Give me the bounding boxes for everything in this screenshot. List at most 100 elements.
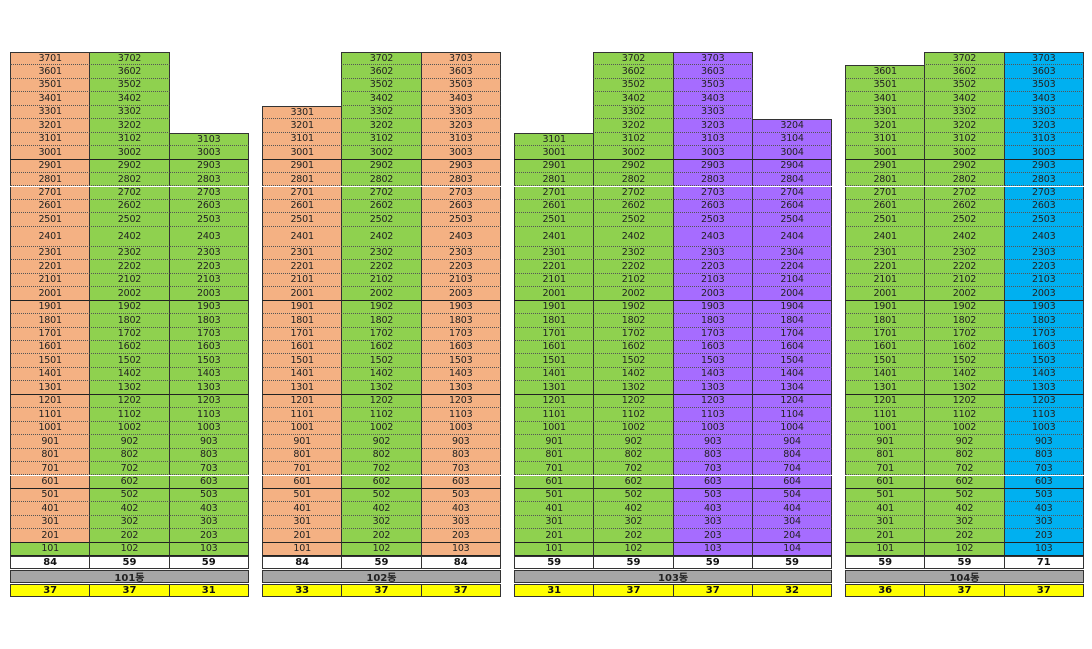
unit-cell: 3601 [845,65,926,79]
unit-cell: 303 [672,515,753,530]
unit-cell: 2103 [168,273,249,288]
unit-cell: 3003 [1003,146,1084,160]
unit-cell: 2802 [89,173,170,187]
unit-cell: 403 [1003,502,1084,516]
unit-cell: 601 [514,475,595,489]
unit-cell: 1002 [89,421,170,436]
unit-cell: 3202 [89,119,170,133]
unit-cell: 1602 [924,341,1005,355]
unit-cell: 802 [89,448,170,463]
unit-size-label: 59 [593,556,674,570]
unit-cell: 3702 [89,52,170,66]
unit-cell: 701 [262,462,343,476]
unit-cell: 1102 [341,408,422,422]
unit-cell: 3301 [262,105,343,120]
unit-cell: 3602 [924,65,1005,79]
unit-cell: 602 [924,475,1005,489]
unit-cell: 1801 [514,314,595,328]
unit-cell: 2302 [593,246,674,261]
unit-cell: 1302 [924,381,1005,395]
unit-cell: 502 [341,488,422,503]
unit-cell: 1101 [845,408,926,422]
unit-cell: 1003 [168,421,249,436]
unit-cell: 2901 [262,159,343,174]
unit-cell: 1503 [420,354,501,368]
unit-cell: 2401 [845,226,926,247]
unit-cell: 803 [168,448,249,463]
unit-cell: 1502 [924,354,1005,368]
unit-count-label: 36 [845,584,926,598]
unit-cell: 2302 [89,246,170,261]
unit-cell: 1001 [262,421,343,436]
unit-cell: 2401 [10,226,91,247]
unit-cell: 203 [1003,529,1084,543]
unit-cell: 3402 [924,92,1005,106]
unit-cell: 2701 [514,186,595,200]
unit-cell: 604 [751,475,833,489]
unit-cell: 1301 [262,381,343,395]
unit-cell: 401 [845,502,926,516]
unit-cell: 1903 [672,300,753,315]
unit-cell: 603 [1003,475,1084,489]
unit-cell: 2704 [751,186,833,200]
unit-cell: 2803 [168,173,249,187]
unit-cell: 301 [514,515,595,530]
unit-cell: 1601 [514,341,595,355]
unit-cell: 203 [672,529,753,543]
unit-cell: 3201 [262,119,343,133]
unit-cell: 3303 [420,105,501,120]
unit-cell: 2803 [420,173,501,187]
unit-cell: 501 [845,488,926,503]
unit-cell: 3003 [168,146,249,160]
unit-cell: 1301 [10,381,91,395]
unit-cell: 3001 [10,146,91,160]
unit-cell: 2201 [262,260,343,274]
unit-cell: 2504 [751,213,833,227]
unit-cell: 2503 [420,213,501,227]
unit-cell: 101 [10,542,91,557]
unit-cell: 2402 [593,226,674,247]
unit-cell: 3602 [593,65,674,79]
unit-cell: 103 [168,542,249,557]
unit-cell: 902 [341,435,422,449]
unit-cell: 102 [341,542,422,557]
unit-cell: 1703 [168,327,249,341]
unit-cell: 2501 [262,213,343,227]
unit-cell: 1004 [751,421,833,436]
unit-cell: 1303 [672,381,753,395]
unit-cell: 1202 [341,394,422,409]
unit-cell: 702 [924,462,1005,476]
unit-size-label: 59 [168,556,249,570]
unit-cell: 1702 [89,327,170,341]
unit-cell: 1802 [89,314,170,328]
unit-cell: 2304 [751,246,833,261]
unit-cell: 2701 [262,186,343,200]
unit-cell: 1303 [1003,381,1084,395]
unit-cell: 601 [845,475,926,489]
unit-cell: 3103 [1003,132,1084,147]
unit-count-label: 37 [341,584,422,598]
unit-cell: 3203 [420,119,501,133]
unit-cell: 1302 [341,381,422,395]
unit-cell: 2103 [1003,273,1084,288]
unit-cell: 2702 [341,186,422,200]
unit-cell: 1102 [593,408,674,422]
unit-cell: 503 [168,488,249,503]
unit-cell: 3101 [845,132,926,147]
unit-cell: 2003 [420,287,501,301]
unit-cell: 2902 [593,159,674,174]
unit-cell: 3203 [672,119,753,133]
unit-cell: 3104 [751,132,833,147]
unit-cell: 2901 [845,159,926,174]
unit-cell: 903 [1003,435,1084,449]
unit-cell: 3002 [924,146,1005,160]
unit-cell: 2502 [341,213,422,227]
building-name: 102동 [262,570,501,584]
unit-cell: 301 [262,515,343,530]
unit-cell: 2703 [420,186,501,200]
unit-cell: 2601 [514,199,595,214]
unit-cell: 1903 [420,300,501,315]
unit-cell: 902 [924,435,1005,449]
unit-cell: 603 [420,475,501,489]
unit-cell: 202 [924,529,1005,543]
